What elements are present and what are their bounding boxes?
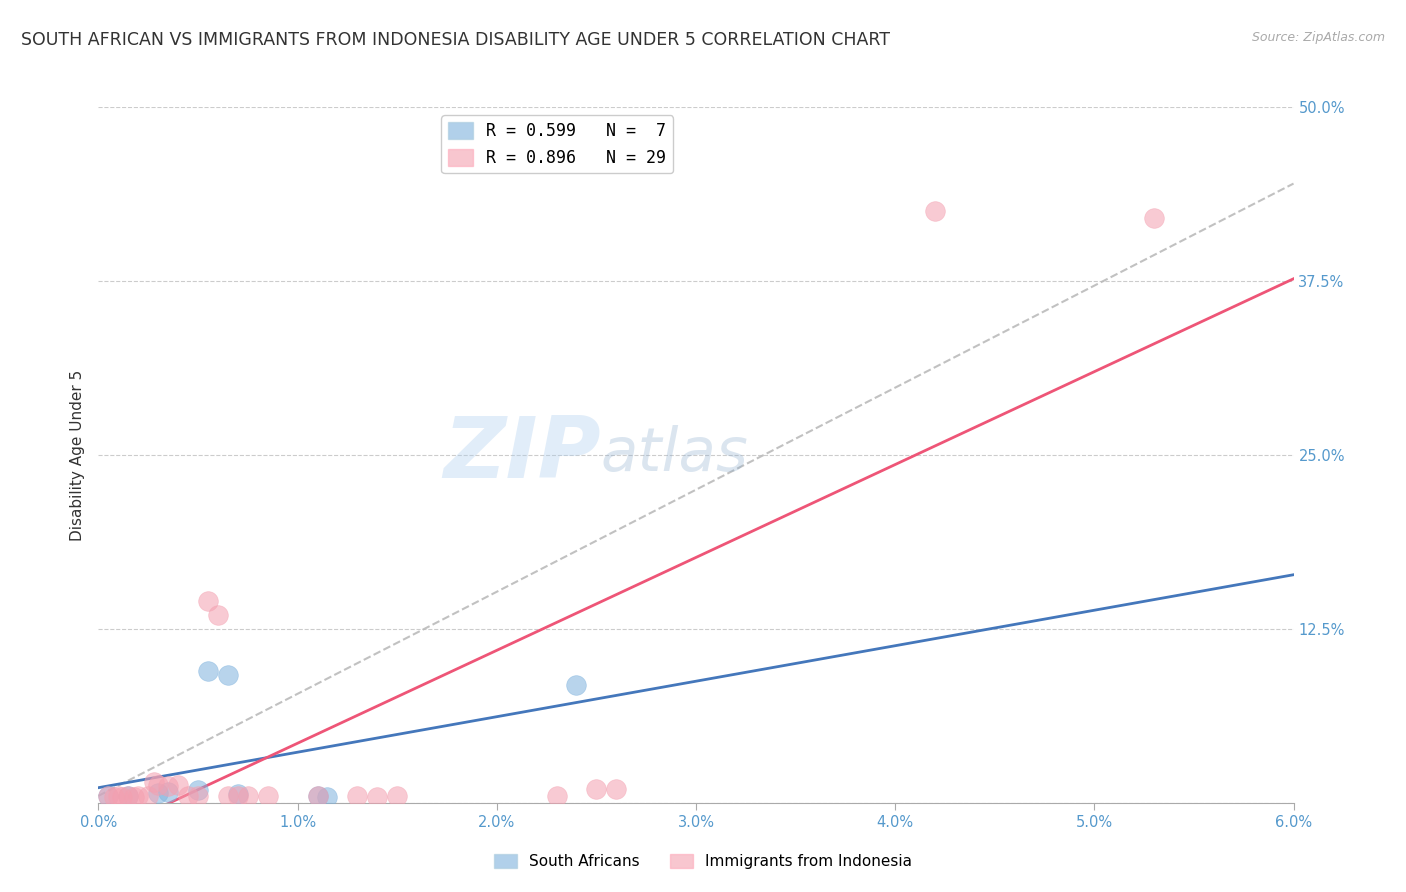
Point: [307, 789, 329, 803]
Point: [585, 781, 607, 796]
Point: [167, 778, 190, 792]
Point: [316, 790, 339, 805]
Point: [148, 778, 170, 792]
Point: [197, 664, 219, 678]
Point: [143, 775, 166, 789]
Point: [366, 790, 388, 805]
Point: [127, 789, 149, 803]
Point: [924, 204, 946, 219]
Point: [256, 789, 278, 803]
Point: [157, 779, 180, 793]
Text: ZIP: ZIP: [443, 413, 600, 497]
Legend: R = 0.599   N =  7, R = 0.896   N = 29: R = 0.599 N = 7, R = 0.896 N = 29: [441, 115, 673, 173]
Point: [177, 789, 200, 803]
Point: [307, 789, 329, 803]
Point: [546, 789, 568, 803]
Point: [207, 607, 229, 622]
Point: [346, 789, 368, 803]
Point: [226, 788, 249, 802]
Point: [117, 789, 139, 803]
Point: [385, 789, 409, 803]
Point: [197, 594, 219, 608]
Point: [217, 789, 239, 803]
Point: [187, 783, 209, 797]
Point: [117, 789, 139, 803]
Y-axis label: Disability Age Under 5: Disability Age Under 5: [69, 369, 84, 541]
Point: [565, 677, 588, 691]
Point: [217, 667, 239, 681]
Point: [124, 790, 146, 805]
Point: [97, 789, 120, 803]
Text: SOUTH AFRICAN VS IMMIGRANTS FROM INDONESIA DISABILITY AGE UNDER 5 CORRELATION CH: SOUTH AFRICAN VS IMMIGRANTS FROM INDONES…: [21, 31, 890, 49]
Point: [97, 789, 120, 803]
Point: [148, 786, 170, 800]
Point: [1143, 211, 1166, 226]
Text: atlas: atlas: [600, 425, 748, 484]
Point: [107, 789, 129, 803]
Legend: South Africans, Immigrants from Indonesia: South Africans, Immigrants from Indonesi…: [488, 848, 918, 875]
Point: [136, 789, 159, 803]
Point: [236, 789, 259, 803]
Point: [226, 789, 249, 803]
Point: [605, 781, 627, 796]
Point: [103, 790, 125, 805]
Point: [157, 785, 180, 799]
Text: Source: ZipAtlas.com: Source: ZipAtlas.com: [1251, 31, 1385, 45]
Point: [111, 790, 134, 805]
Point: [187, 789, 209, 803]
